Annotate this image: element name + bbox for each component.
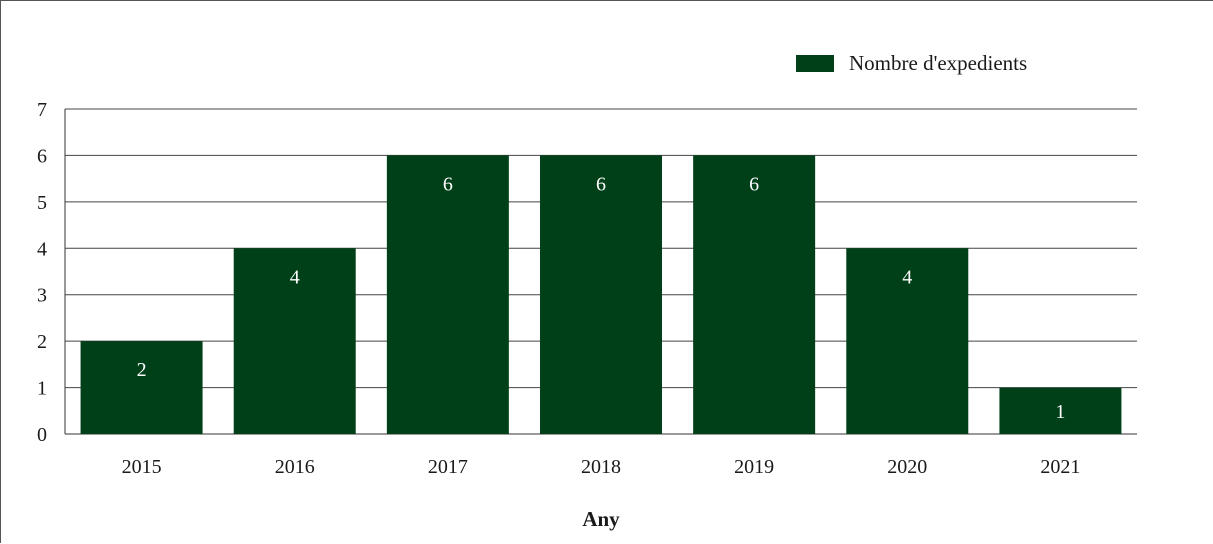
- data-label-2019: 6: [749, 173, 759, 195]
- data-label-2015: 2: [137, 359, 147, 381]
- bar-2019: [693, 155, 816, 434]
- x-tick-label: 2017: [428, 456, 468, 478]
- legend-swatch: [796, 55, 834, 72]
- bar-2016: [233, 248, 356, 434]
- bar-2015: [80, 341, 203, 434]
- x-tick-label: 2019: [734, 456, 774, 478]
- data-label-2017: 6: [443, 173, 453, 195]
- y-tick-label: 6: [37, 145, 47, 167]
- x-tick-label: 2018: [581, 456, 621, 478]
- y-tick-label: 1: [37, 378, 47, 400]
- data-labels: 2 4 6 6 6 4 1: [137, 173, 1066, 422]
- data-label-2021: 1: [1055, 401, 1065, 423]
- y-axis-ticks: 0 1 2 3 4 5 6 7: [37, 99, 47, 446]
- x-tick-label: 2021: [1040, 456, 1080, 478]
- data-label-2016: 4: [290, 266, 300, 288]
- bar-2021: [999, 387, 1122, 434]
- bars: [80, 155, 1122, 434]
- x-tick-label: 2015: [122, 456, 162, 478]
- legend: Nombre d'expedients: [796, 51, 1027, 75]
- y-tick-label: 0: [37, 424, 47, 446]
- x-tick-label: 2020: [887, 456, 927, 478]
- x-axis-label: Any: [582, 507, 620, 531]
- data-label-2018: 6: [596, 173, 606, 195]
- legend-label: Nombre d'expedients: [849, 51, 1027, 75]
- x-axis-ticks: 2015 2016 2017 2018 2019 2020 2021: [122, 456, 1081, 478]
- bar-2017: [386, 155, 509, 434]
- x-tick-label: 2016: [275, 456, 315, 478]
- bar-2018: [540, 155, 662, 434]
- y-tick-label: 2: [37, 331, 47, 353]
- data-label-2020: 4: [902, 266, 912, 288]
- bar-2020: [846, 248, 969, 434]
- y-tick-label: 3: [37, 285, 47, 307]
- y-tick-label: 5: [37, 192, 47, 214]
- y-tick-label: 4: [37, 238, 47, 260]
- y-tick-label: 7: [37, 99, 47, 121]
